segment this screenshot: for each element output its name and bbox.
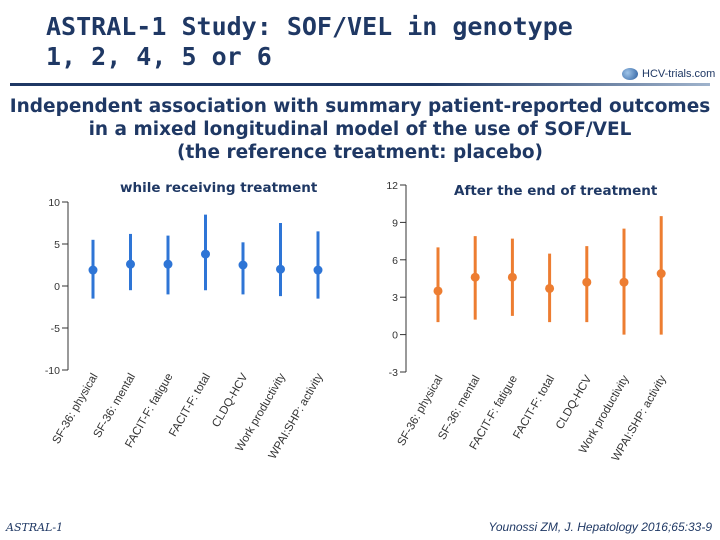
left-data-point	[163, 259, 173, 269]
left-panel-title: while receiving treatment	[120, 180, 318, 196]
right-y-tick-label: 6	[392, 255, 398, 267]
left-category-label: FACIT-F: total	[167, 372, 213, 439]
slide-title: ASTRAL-1 Study: SOF/VEL in genotype 1, 2…	[46, 12, 573, 71]
logo-globe-icon	[622, 68, 638, 80]
left-data-point	[88, 265, 98, 275]
left-y-tick-label: 10	[48, 197, 60, 209]
right-data-point	[470, 272, 480, 282]
left-data-point	[201, 249, 210, 259]
citation: Younossi ZM, J. Hepatology 2016;65:33-9	[488, 520, 712, 534]
right-y-tick-label: -3	[389, 367, 398, 379]
right-y-tick-label: 9	[392, 217, 398, 229]
left-y-tick-label: 0	[54, 281, 60, 293]
left-data-point	[313, 265, 323, 275]
study-label: ASTRAL-1	[6, 521, 64, 534]
left-data-point	[238, 260, 248, 270]
right-data-point	[582, 277, 592, 287]
right-data-point	[433, 286, 443, 296]
left-data-point	[276, 264, 285, 274]
right-category-label: FACIT-F: total	[511, 374, 557, 441]
right-panel-title: After the end of treatment	[454, 183, 658, 199]
right-category-label: CLDQ-HCV	[554, 373, 595, 431]
hcv-trials-logo: HCV-trials.com	[622, 68, 715, 80]
right-y-tick-label: 0	[392, 330, 398, 342]
left-category-label: CLDQ-HCV	[210, 371, 251, 429]
left-y-tick-label: -5	[51, 323, 60, 335]
right-y-tick-label: 12	[386, 180, 398, 192]
left-data-point	[126, 259, 135, 269]
right-data-point	[619, 277, 629, 287]
logo-text: HCV-trials.com	[642, 68, 716, 80]
right-data-point	[507, 272, 517, 282]
right-data-point	[545, 283, 555, 293]
slide-subtitle: Independent association with summary pat…	[9, 96, 711, 163]
left-y-tick-label: 5	[54, 239, 60, 251]
right-y-tick-label: 3	[392, 292, 398, 304]
title-divider	[10, 83, 710, 86]
right-data-point	[656, 269, 666, 279]
left-y-tick-label: -10	[45, 365, 60, 377]
